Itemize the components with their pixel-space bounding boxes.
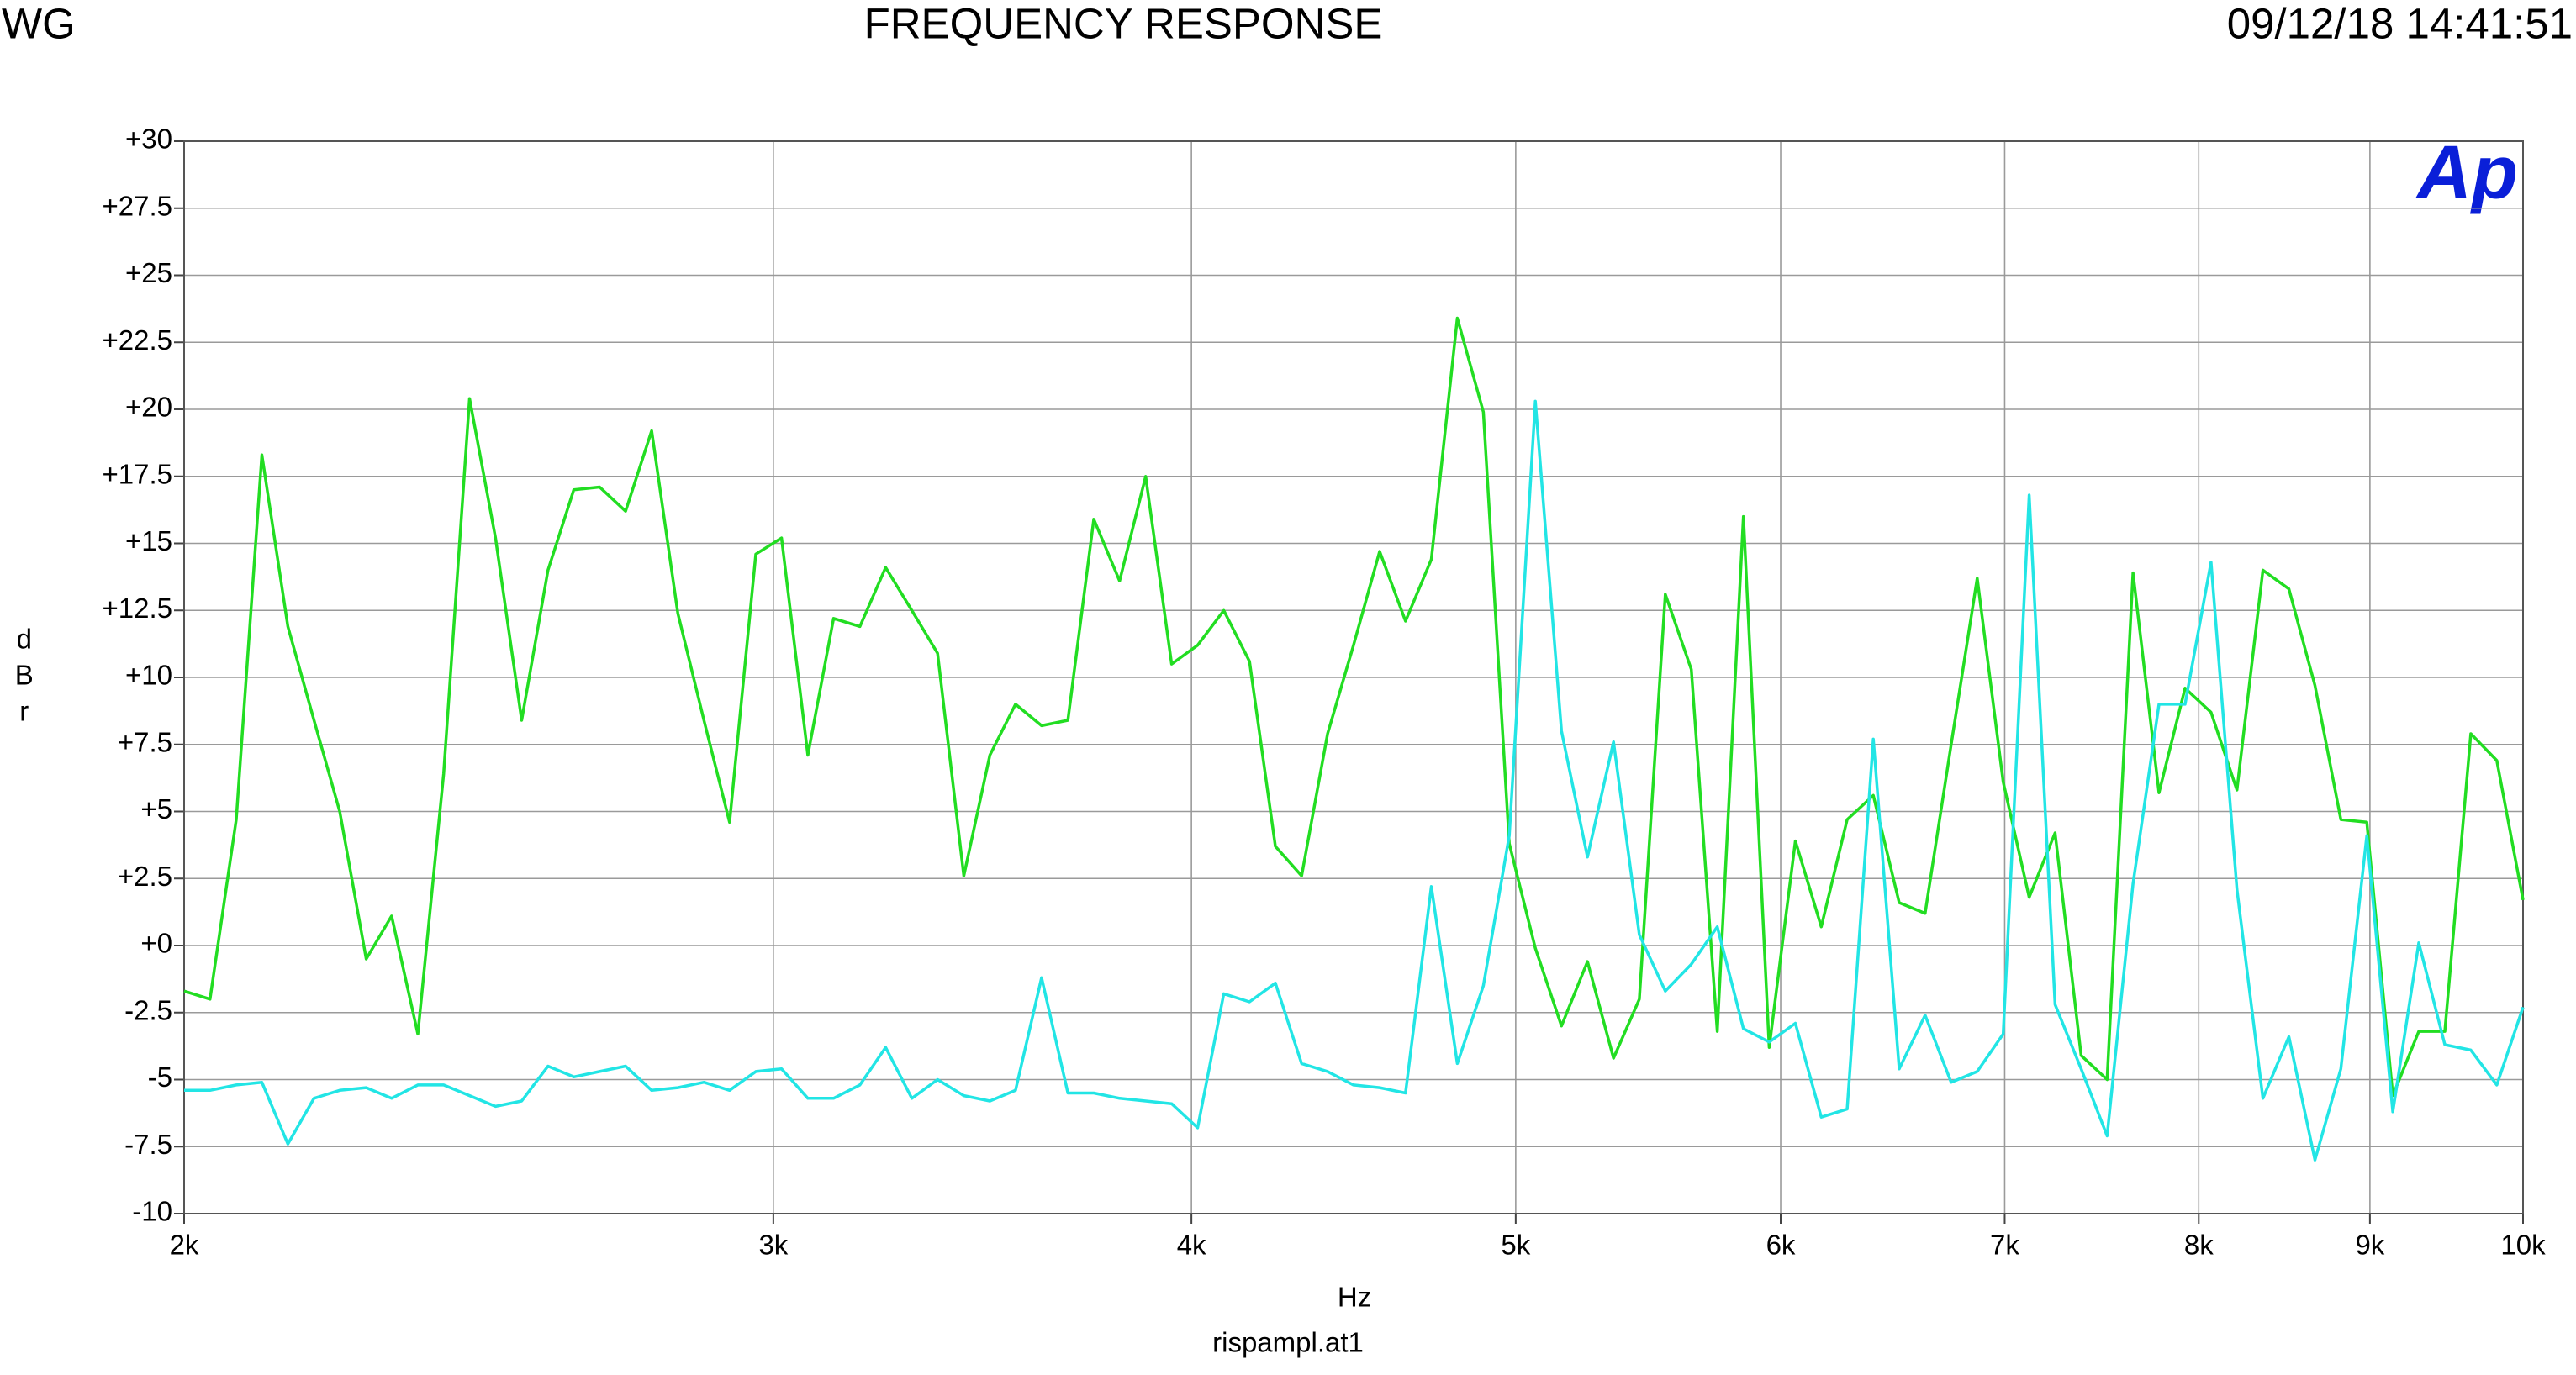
y-tick-label: +17.5 bbox=[103, 458, 173, 489]
x-tick-label: 6k bbox=[1766, 1230, 1796, 1261]
y-tick-label: +20 bbox=[125, 392, 172, 423]
x-tick-label: 8k bbox=[2184, 1230, 2214, 1261]
series-line bbox=[184, 399, 2525, 1162]
x-tick-label: 2k bbox=[170, 1230, 199, 1261]
x-axis-label: Hz bbox=[1338, 1282, 1371, 1313]
y-tick-label: -5 bbox=[148, 1062, 172, 1093]
y-axis-label: dBr bbox=[8, 624, 40, 732]
y-tick-label: +12.5 bbox=[103, 593, 173, 624]
y-tick-label: +30 bbox=[125, 124, 172, 155]
y-tick-label: +22.5 bbox=[103, 324, 173, 356]
plot-frame bbox=[183, 140, 2524, 1214]
footer: rispampl.at1 bbox=[1212, 1327, 1364, 1358]
y-tick-label: +0 bbox=[140, 928, 172, 959]
x-tick-label: 7k bbox=[1990, 1230, 2019, 1261]
y-tick-label: -7.5 bbox=[124, 1129, 172, 1160]
series-line bbox=[183, 316, 2525, 1098]
x-tick-label: 10k bbox=[2500, 1230, 2546, 1261]
y-tick-label: +25 bbox=[125, 257, 172, 288]
y-tick-label: -2.5 bbox=[124, 994, 172, 1025]
y-tick-label: +7.5 bbox=[118, 726, 172, 757]
x-tick-label: 5k bbox=[1501, 1230, 1530, 1261]
header-left: WG bbox=[2, 0, 76, 47]
y-tick-label: -10 bbox=[132, 1196, 172, 1227]
logo: Ap bbox=[2415, 131, 2518, 215]
y-tick-label: +2.5 bbox=[118, 861, 172, 892]
y-tick-label: +27.5 bbox=[103, 190, 173, 221]
x-tick-label: 9k bbox=[2355, 1230, 2384, 1261]
y-tick-label: +15 bbox=[125, 525, 172, 556]
x-tick-label: 4k bbox=[1177, 1230, 1206, 1261]
x-tick-label: 3k bbox=[758, 1230, 788, 1261]
y-tick-label: +5 bbox=[140, 793, 172, 824]
chart-title: FREQUENCY RESPONSE bbox=[864, 0, 1383, 47]
y-tick-label: +10 bbox=[125, 660, 172, 691]
header-right: 09/12/18 14:41:51 bbox=[2227, 0, 2573, 47]
